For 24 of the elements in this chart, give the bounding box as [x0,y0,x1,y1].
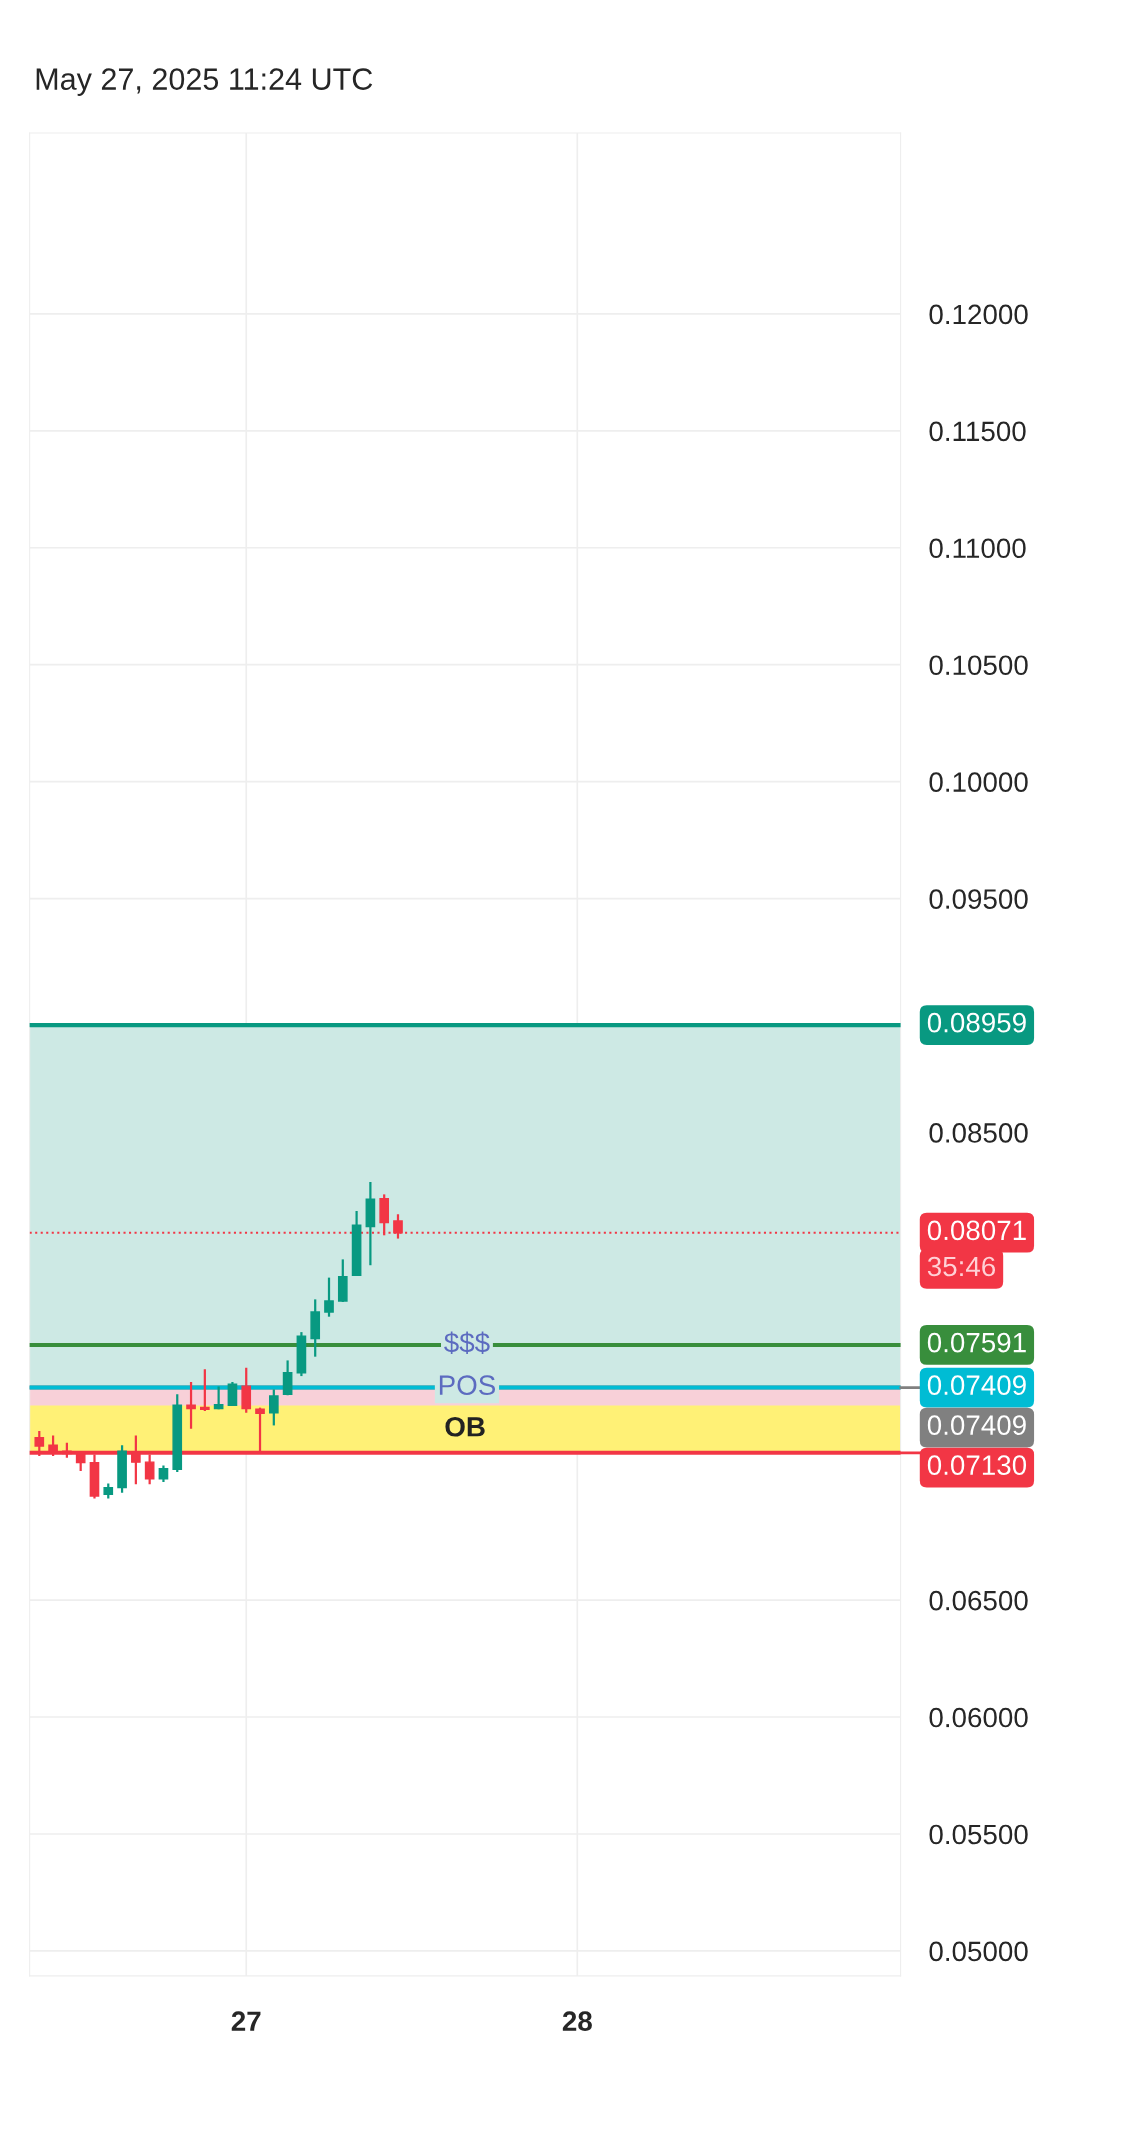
x-tick-label: 27 [231,2011,261,2031]
y-tick-label: 0.06500 [929,1590,1028,1611]
y-tick-label: 0.12000 [929,304,1028,325]
text: 35:46 [927,1256,996,1277]
y-tick-label: 0.09500 [929,889,1028,909]
ref-line-label: 0.08071 [927,1220,1026,1241]
y-tick-label: 0.11000 [929,538,1026,559]
ref-line-label: 0.08959 [927,1012,1026,1033]
legend-label: 0.07409 [927,1415,1026,1435]
chart-title: May 27, 2025 11:24 UTC [36,68,373,96]
ref-line-label: 0.07591 [927,1332,1026,1353]
y-tick-label: 0.10000 [929,772,1028,792]
y-tick-label: 0.08500 [929,1123,1028,1143]
ref-line-label: 0.07409 [927,1375,1026,1395]
x-tick-label: 28 [562,2011,592,2032]
y-tick-label: 0.10500 [929,655,1028,676]
y-tick-label: 0.05000 [929,1941,1028,1962]
y-tick-label: 0.05500 [929,1824,1028,1845]
annotation: $$$ [444,1331,490,1355]
ref-line-label: 0.07130 [927,1455,1027,1475]
annotation: POS [439,1375,496,1395]
y-tick-label: 0.11500 [929,421,1026,442]
band-label: OB [445,1416,485,1437]
y-tick-label: 0.06000 [929,1707,1028,1728]
